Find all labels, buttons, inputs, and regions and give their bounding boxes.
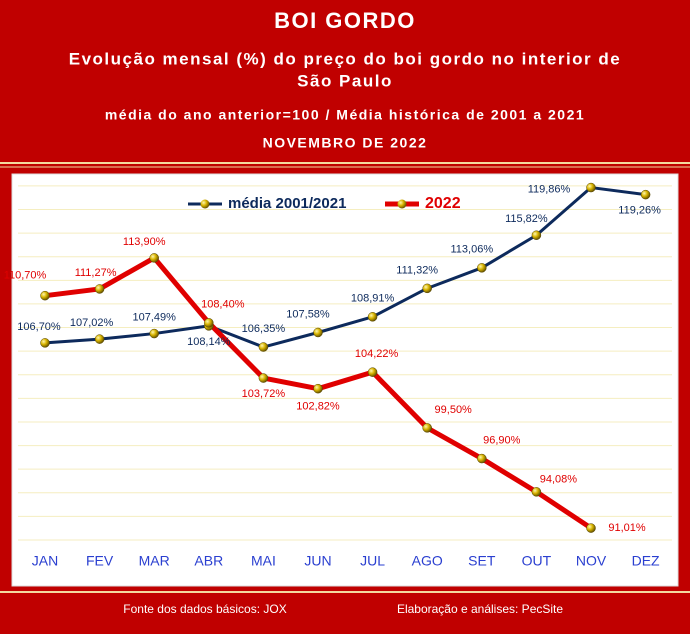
point xyxy=(258,342,269,352)
point xyxy=(531,230,542,240)
x-tick-label: DEZ xyxy=(632,553,660,569)
data-label: 119,26% xyxy=(618,205,661,217)
legend-marker xyxy=(200,199,210,209)
data-label: 113,06% xyxy=(450,244,493,256)
data-label: 91,01% xyxy=(608,522,646,534)
point xyxy=(313,383,323,394)
point xyxy=(40,338,50,348)
x-tick-label: MAR xyxy=(139,553,170,569)
data-label: 107,49% xyxy=(132,311,176,323)
point xyxy=(149,328,159,339)
point xyxy=(422,423,432,433)
point xyxy=(313,327,323,338)
x-tick-label: JUN xyxy=(304,553,331,569)
point xyxy=(94,334,105,344)
x-tick-label: ABR xyxy=(194,553,223,569)
data-label: 108,14% xyxy=(187,336,231,348)
data-label: 115,82% xyxy=(505,213,548,225)
footer: Elaboração e análises: PecSite xyxy=(397,602,563,616)
x-tick-label: MAI xyxy=(251,553,276,569)
point xyxy=(422,283,432,294)
data-label: 103,72% xyxy=(242,388,286,400)
point xyxy=(531,487,542,497)
x-tick-label: FEV xyxy=(86,553,114,569)
data-label: 107,02% xyxy=(70,317,114,329)
data-label: 94,08% xyxy=(540,474,578,486)
x-tick-label: JAN xyxy=(32,553,58,569)
point xyxy=(586,523,596,533)
data-label: 108,40% xyxy=(201,299,245,311)
point xyxy=(367,312,378,322)
x-tick-label: SET xyxy=(468,553,496,569)
data-label: 102,82% xyxy=(296,401,340,413)
data-label: 110,70% xyxy=(4,270,47,282)
data-label: 106,35% xyxy=(242,323,286,335)
data-label: 106,70% xyxy=(17,321,61,333)
note: média do ano anterior=100 / Média histór… xyxy=(105,107,585,123)
point xyxy=(149,253,159,263)
legend-marker xyxy=(397,199,407,209)
point xyxy=(94,284,105,294)
data-label: 99,50% xyxy=(435,404,473,416)
point xyxy=(204,318,214,328)
chart-title: BOI GORDO xyxy=(274,8,416,33)
data-label: 119,86% xyxy=(528,183,571,195)
data-label: 111,27% xyxy=(75,267,117,279)
subtitle: Evolução mensal (%) do preço do boi gord… xyxy=(69,49,621,68)
legend-label: 2022 xyxy=(425,195,461,212)
point xyxy=(40,290,50,301)
data-label: 96,90% xyxy=(483,434,521,446)
data-label: 108,91% xyxy=(351,293,395,305)
data-label: 104,22% xyxy=(355,348,399,360)
data-label: 111,32% xyxy=(396,264,438,276)
line-series xyxy=(44,186,646,349)
x-tick-label: JUL xyxy=(360,553,385,569)
x-tick-label: OUT xyxy=(522,553,552,569)
date: NOVEMBRO DE 2022 xyxy=(263,135,428,151)
point xyxy=(477,263,487,273)
legend-label: média 2001/2021 xyxy=(228,195,346,212)
footer: Fonte dos dados básicos: JOX xyxy=(123,602,286,616)
point xyxy=(586,182,596,193)
point xyxy=(258,373,269,383)
point xyxy=(367,367,378,377)
x-tick-label: AGO xyxy=(412,553,443,569)
x-tick-label: NOV xyxy=(576,553,607,569)
data-label: 113,90% xyxy=(123,236,166,248)
point xyxy=(477,453,487,464)
subtitle: São Paulo xyxy=(297,71,393,90)
data-label: 107,58% xyxy=(286,308,330,320)
point xyxy=(640,189,651,200)
